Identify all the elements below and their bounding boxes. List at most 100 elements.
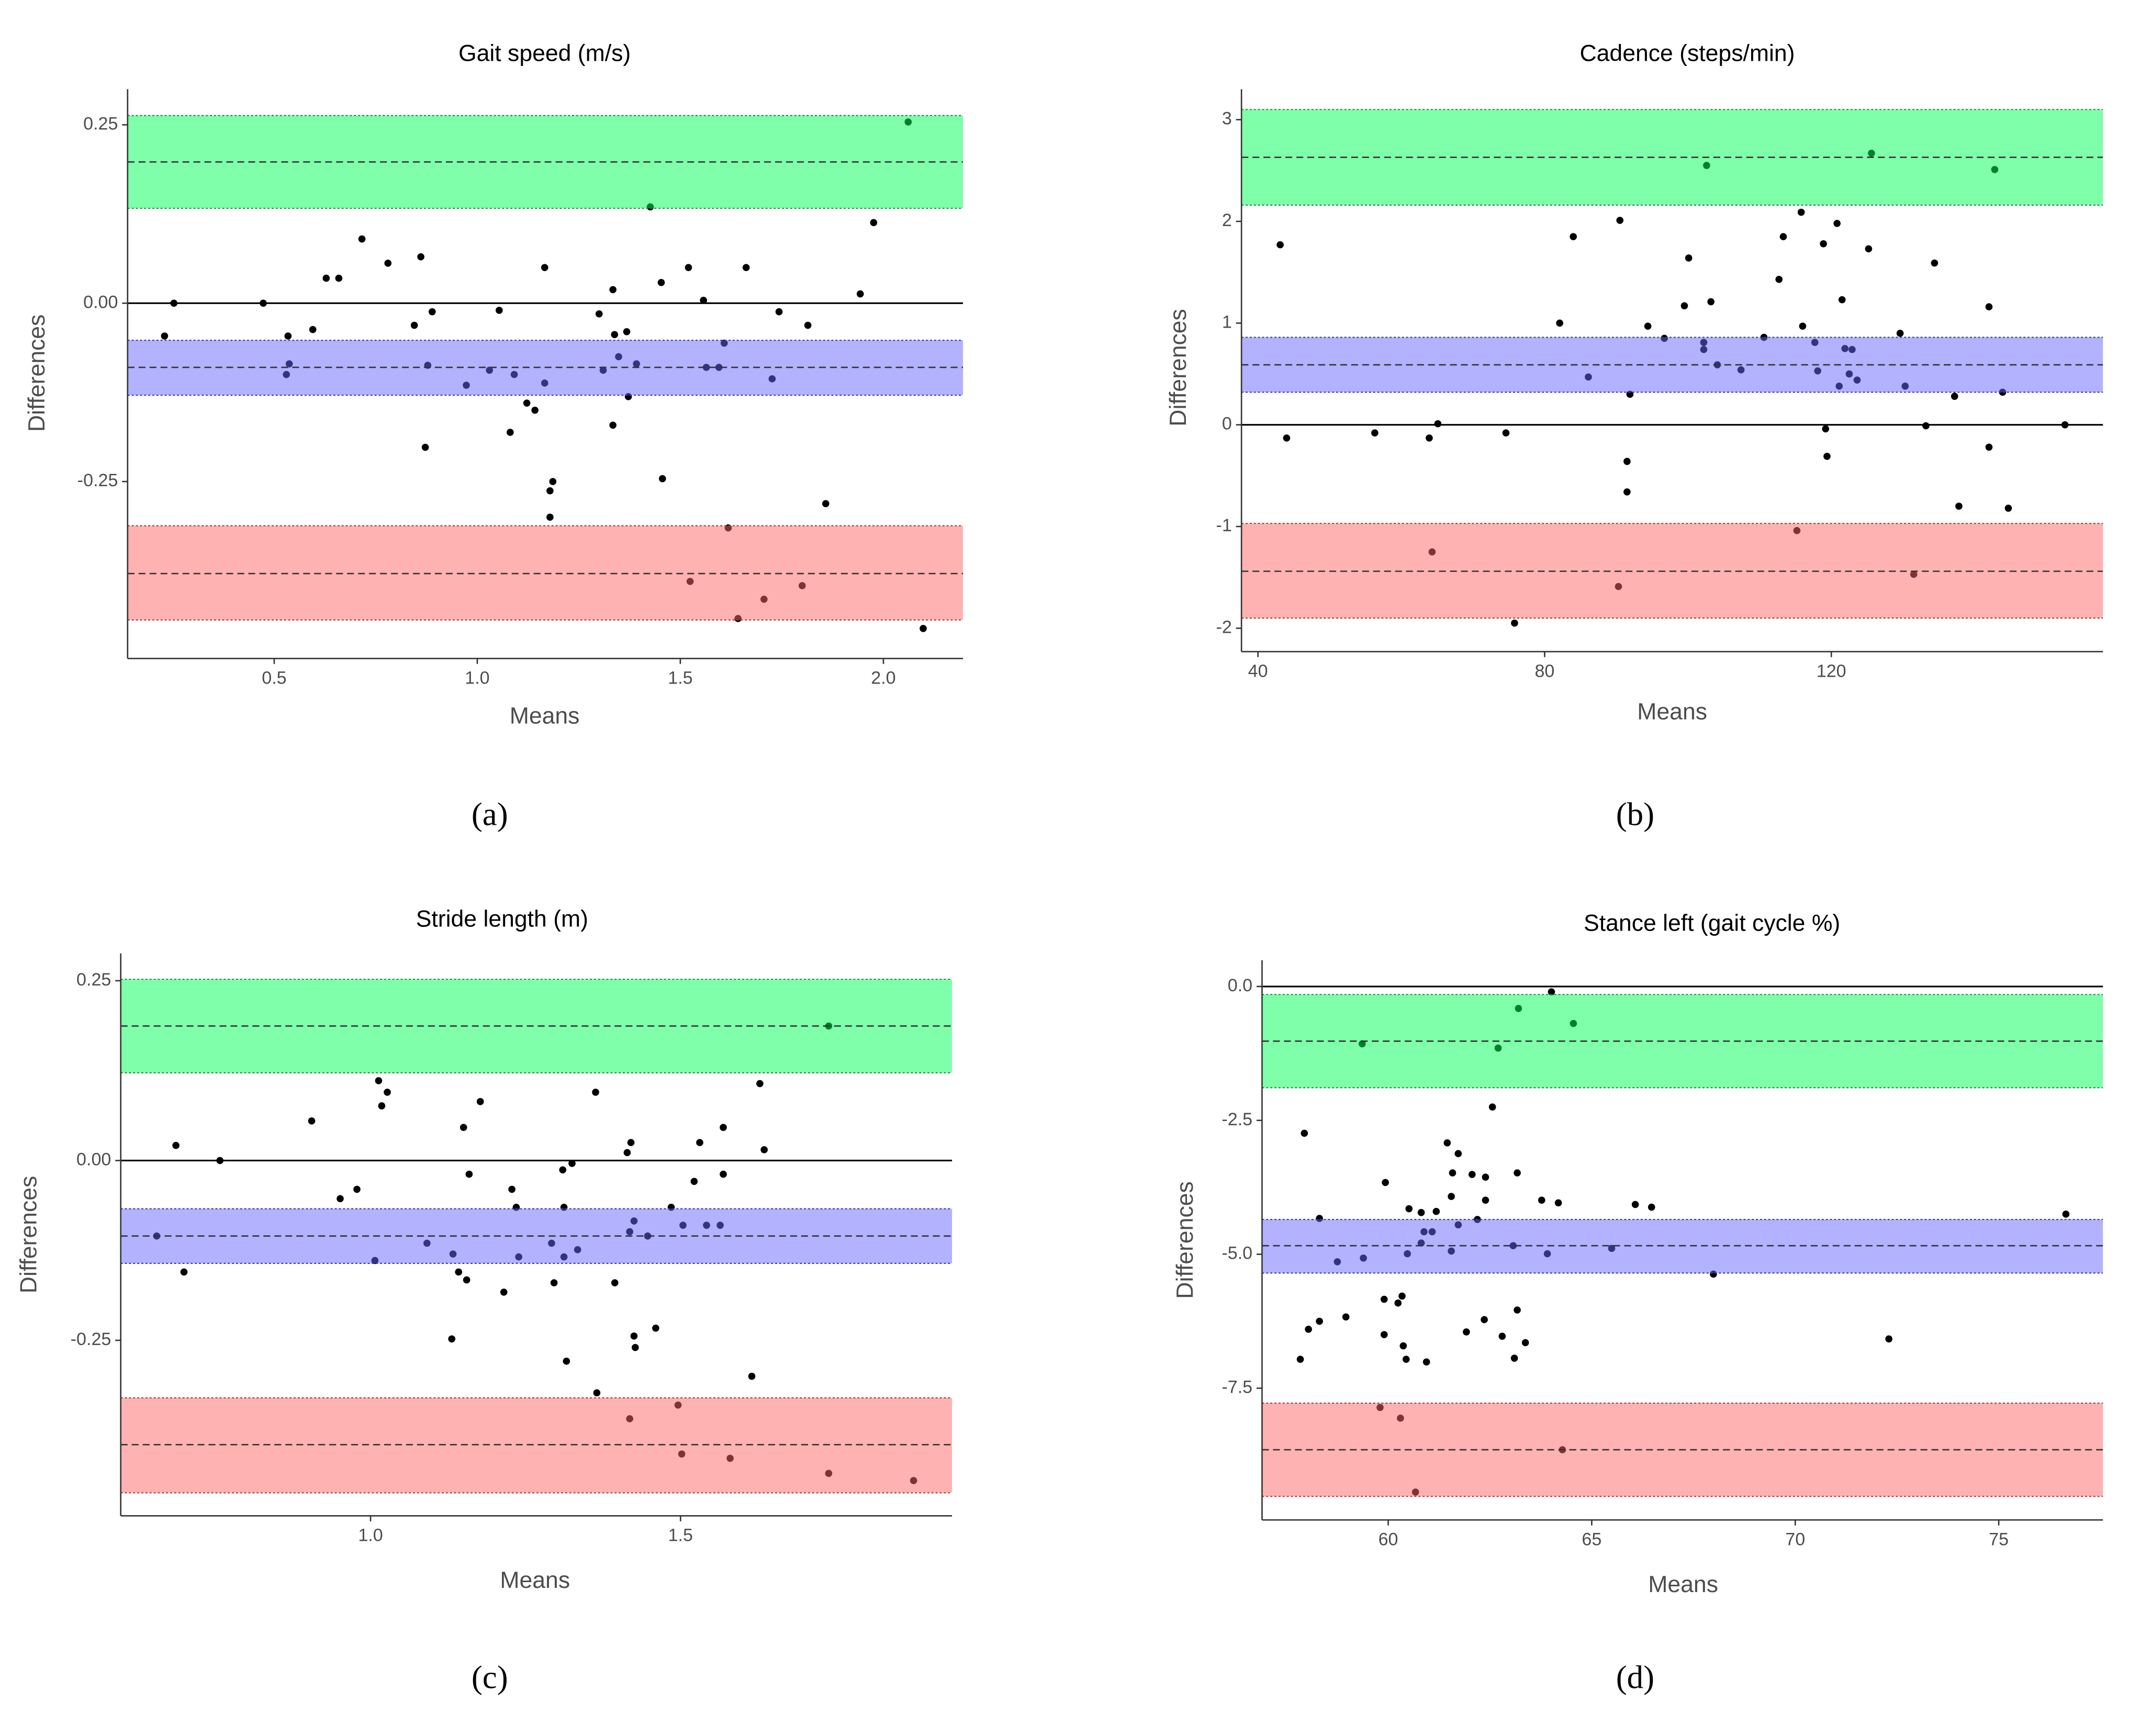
data-point xyxy=(1481,1316,1488,1324)
data-point xyxy=(531,406,539,414)
data-point xyxy=(546,487,554,495)
y-axis-label: Differences xyxy=(24,315,50,432)
data-point xyxy=(428,308,436,316)
limit-band xyxy=(120,1397,953,1493)
data-point xyxy=(1449,1169,1456,1177)
data-point xyxy=(1498,1332,1506,1340)
data-point xyxy=(822,500,830,508)
y-tick-label: -5.0 xyxy=(1222,1244,1252,1263)
x-axis-label: Means xyxy=(500,1567,570,1593)
data-point xyxy=(1276,241,1284,249)
data-point xyxy=(322,274,330,282)
data-point xyxy=(1985,443,1993,451)
y-tick-label: 0 xyxy=(1222,414,1232,434)
data-point xyxy=(170,299,178,307)
data-point xyxy=(1443,1139,1451,1147)
data-point xyxy=(1394,1299,1402,1307)
y-axis-label: Differences xyxy=(16,1176,41,1294)
data-point xyxy=(1482,1173,1489,1181)
data-point xyxy=(1799,322,1807,330)
data-point xyxy=(623,1149,631,1157)
data-point xyxy=(623,328,631,335)
data-point xyxy=(523,399,531,407)
data-point xyxy=(742,264,750,271)
data-point xyxy=(559,1166,567,1174)
data-point xyxy=(455,1268,463,1276)
data-point xyxy=(632,1343,639,1351)
data-point xyxy=(410,321,418,329)
chart-title: Cadence (steps/min) xyxy=(1579,41,1795,66)
y-axis-label: Differences xyxy=(1172,1181,1198,1299)
data-point xyxy=(448,1335,456,1343)
y-tick-label: 0.00 xyxy=(83,292,118,312)
data-point xyxy=(1644,322,1652,330)
data-point xyxy=(720,1170,727,1178)
data-point xyxy=(1426,434,1433,442)
data-point xyxy=(1511,619,1518,627)
data-point xyxy=(500,1289,508,1296)
data-point xyxy=(353,1185,361,1193)
data-point xyxy=(1521,1339,1529,1347)
data-point xyxy=(161,332,169,340)
data-point xyxy=(1468,1171,1476,1178)
data-point xyxy=(384,1089,391,1096)
data-point xyxy=(1570,233,1577,240)
data-point xyxy=(1648,1203,1655,1211)
data-point xyxy=(568,1160,576,1167)
data-point xyxy=(630,1332,638,1340)
y-tick-label: 0.25 xyxy=(76,970,111,990)
data-point xyxy=(1514,1306,1521,1314)
data-point xyxy=(546,513,554,521)
data-point xyxy=(652,1324,659,1332)
data-point xyxy=(1823,453,1831,460)
data-point xyxy=(378,1102,386,1110)
data-point xyxy=(1417,1208,1425,1216)
data-point xyxy=(592,1089,599,1096)
x-tick-label: 40 xyxy=(1248,661,1268,681)
y-tick-label: -0.25 xyxy=(71,1329,111,1349)
y-tick-label: -0.25 xyxy=(77,471,118,490)
data-point xyxy=(1538,1196,1545,1204)
x-axis-label: Means xyxy=(1648,1572,1718,1597)
data-point xyxy=(1896,329,1904,337)
data-point xyxy=(1554,1199,1562,1207)
data-point xyxy=(1448,1193,1455,1200)
data-point xyxy=(1885,1335,1892,1343)
data-point xyxy=(1454,1150,1462,1158)
data-point xyxy=(685,264,692,271)
data-point xyxy=(1488,1103,1496,1111)
data-point xyxy=(1510,1354,1518,1362)
data-point xyxy=(375,1077,383,1084)
data-point xyxy=(541,264,548,271)
data-point xyxy=(700,297,707,304)
data-point xyxy=(1822,425,1830,433)
data-point xyxy=(309,326,317,333)
data-point xyxy=(2004,505,2012,512)
data-point xyxy=(1283,434,1291,442)
data-point xyxy=(1556,319,1563,327)
data-point xyxy=(1623,488,1631,496)
data-point xyxy=(506,429,514,436)
data-point xyxy=(216,1157,224,1164)
x-tick-label: 75 xyxy=(1989,1529,2009,1549)
data-point xyxy=(1405,1205,1413,1213)
data-point xyxy=(1402,1356,1410,1363)
data-point xyxy=(1616,217,1624,224)
y-tick-label: 2 xyxy=(1222,210,1232,230)
data-point xyxy=(496,307,503,314)
data-point xyxy=(1922,422,1930,430)
data-point xyxy=(760,1146,768,1153)
data-point xyxy=(460,1124,467,1132)
data-point xyxy=(609,421,617,429)
data-point xyxy=(1931,259,1939,267)
x-tick-label: 1.5 xyxy=(668,668,692,688)
data-point xyxy=(748,1372,756,1380)
data-point xyxy=(1399,1342,1407,1350)
x-tick-label: 1.0 xyxy=(358,1526,383,1545)
data-point xyxy=(1463,1328,1470,1336)
data-point xyxy=(284,332,292,340)
x-tick-label: 80 xyxy=(1534,661,1554,681)
data-point xyxy=(1434,420,1442,428)
data-point xyxy=(563,1358,570,1365)
